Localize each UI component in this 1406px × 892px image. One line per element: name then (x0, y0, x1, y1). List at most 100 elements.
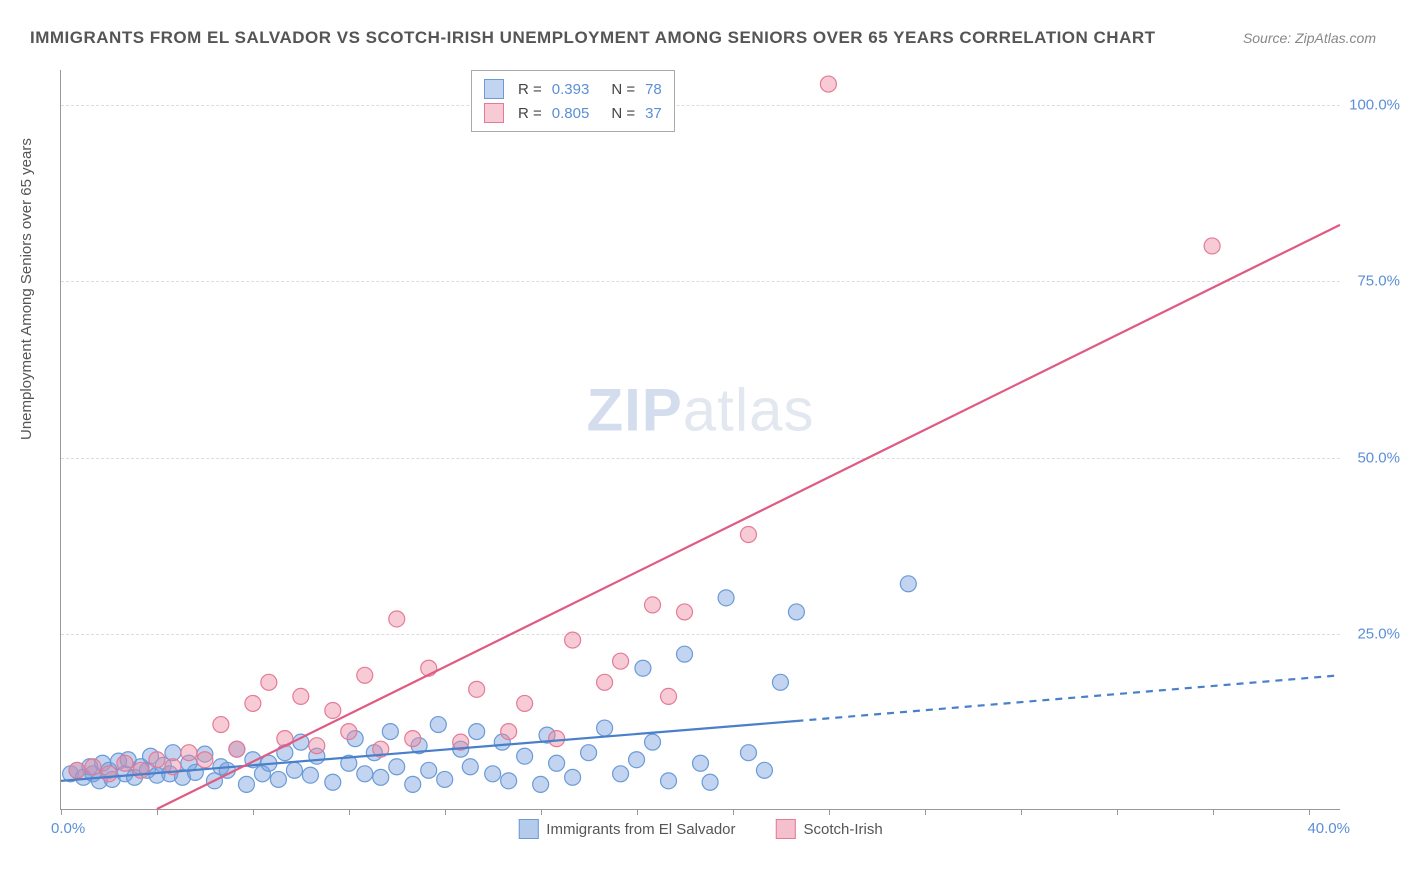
data-point (485, 766, 501, 782)
data-point (405, 731, 421, 747)
data-point (517, 748, 533, 764)
chart-svg (61, 70, 1340, 809)
series-legend: Immigrants from El Salvador Scotch-Irish (518, 819, 882, 839)
chart-title: IMMIGRANTS FROM EL SALVADOR VS SCOTCH-IR… (30, 28, 1156, 48)
r-label: R = (518, 81, 542, 98)
data-point (517, 695, 533, 711)
data-point (462, 759, 478, 775)
correlation-legend: R =0.393N =78R =0.805N =37 (471, 70, 675, 132)
x-tick (1021, 809, 1022, 815)
data-point (430, 717, 446, 733)
data-point (677, 646, 693, 662)
data-point (309, 738, 325, 754)
x-axis-min-label: 0.0% (51, 820, 85, 837)
data-point (293, 688, 309, 704)
trend-line-extrapolated (796, 675, 1340, 721)
data-point (302, 767, 318, 783)
data-point (702, 774, 718, 790)
data-point (565, 632, 581, 648)
n-value: 78 (645, 81, 662, 98)
data-point (149, 752, 165, 768)
data-point (533, 776, 549, 792)
series-legend-item: Scotch-Irish (776, 819, 883, 839)
data-point (197, 752, 213, 768)
data-point (469, 681, 485, 697)
y-tick-label: 50.0% (1357, 449, 1400, 466)
data-point (756, 762, 772, 778)
data-point (581, 745, 597, 761)
data-point (270, 771, 286, 787)
data-point (261, 674, 277, 690)
data-point (645, 734, 661, 750)
correlation-legend-row: R =0.805N =37 (484, 101, 662, 125)
data-point (645, 597, 661, 613)
data-point (469, 724, 485, 740)
data-point (117, 755, 133, 771)
data-point (69, 762, 85, 778)
data-point (213, 717, 229, 733)
data-point (740, 527, 756, 543)
x-tick (1309, 809, 1310, 815)
data-point (325, 774, 341, 790)
data-point (549, 731, 565, 747)
data-point (565, 769, 581, 785)
correlation-legend-row: R = 0.393 N = 78 (484, 77, 662, 101)
r-value: 0.805 (552, 105, 590, 122)
x-tick (829, 809, 830, 815)
x-tick (733, 809, 734, 815)
data-point (293, 734, 309, 750)
x-tick (1117, 809, 1118, 815)
y-tick-label: 25.0% (1357, 625, 1400, 642)
series-legend-label: Immigrants from El Salvador (546, 821, 735, 838)
data-point (181, 745, 197, 761)
n-label: N = (611, 105, 635, 122)
data-point (437, 771, 453, 787)
x-tick (925, 809, 926, 815)
data-point (357, 667, 373, 683)
data-point (421, 762, 437, 778)
data-point (357, 766, 373, 782)
data-point (820, 76, 836, 92)
data-point (549, 755, 565, 771)
data-point (677, 604, 693, 620)
data-point (373, 769, 389, 785)
x-tick (637, 809, 638, 815)
data-point (772, 674, 788, 690)
x-axis-max-label: 40.0% (1307, 820, 1350, 837)
data-point (101, 766, 117, 782)
legend-swatch (518, 819, 538, 839)
data-point (597, 720, 613, 736)
r-value: 0.393 (552, 81, 590, 98)
legend-swatch (484, 103, 504, 123)
data-point (900, 576, 916, 592)
n-label: N = (611, 81, 635, 98)
source-attribution: Source: ZipAtlas.com (1243, 30, 1376, 46)
data-point (501, 724, 517, 740)
data-point (341, 724, 357, 740)
data-point (740, 745, 756, 761)
data-point (405, 776, 421, 792)
series-legend-item: Immigrants from El Salvador (518, 819, 735, 839)
data-point (85, 759, 101, 775)
data-point (661, 688, 677, 704)
data-point (613, 766, 629, 782)
data-point (661, 773, 677, 789)
x-tick (349, 809, 350, 815)
data-point (597, 674, 613, 690)
data-point (286, 762, 302, 778)
data-point (1204, 238, 1220, 254)
data-point (501, 773, 517, 789)
r-label: R = (518, 105, 542, 122)
data-point (693, 755, 709, 771)
legend-swatch (776, 819, 796, 839)
data-point (382, 724, 398, 740)
data-point (389, 611, 405, 627)
data-point (629, 752, 645, 768)
y-tick-label: 75.0% (1357, 273, 1400, 290)
data-point (635, 660, 651, 676)
legend-swatch (484, 79, 504, 99)
data-point (613, 653, 629, 669)
plot-area: ZIPatlas 25.0%50.0%75.0%100.0% 0.0% 40.0… (60, 70, 1340, 810)
data-point (238, 776, 254, 792)
y-axis-label: Unemployment Among Seniors over 65 years (18, 138, 35, 440)
